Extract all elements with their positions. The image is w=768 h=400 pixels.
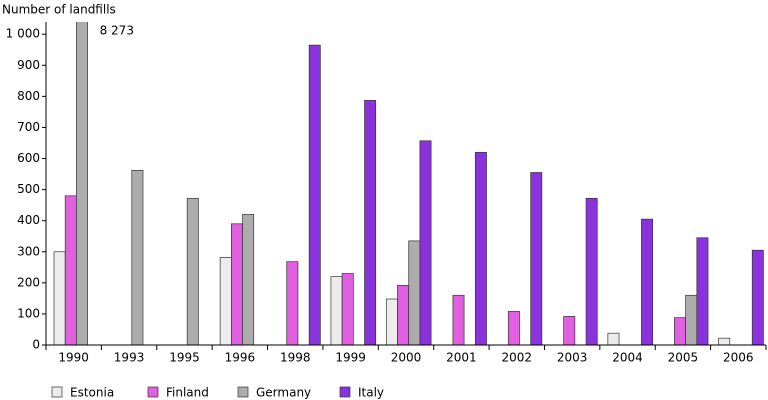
bar [364,100,377,346]
legend-swatch [237,386,249,398]
bar [53,251,66,346]
x-tick-label: 1998 [280,351,311,365]
y-tick-label: 400 [17,213,40,227]
bar [419,140,432,346]
bar [231,223,243,346]
x-tick-label: 1999 [335,351,366,365]
bar [685,294,698,346]
x-tick-label: 1995 [169,351,200,365]
bar [186,197,199,346]
x-tick-label: 1996 [225,351,256,365]
y-tick-label: 1 000 [6,27,40,41]
bar [474,151,487,346]
y-tick-label: 100 [17,306,40,320]
legend-label: Finland [166,386,209,400]
bar [341,273,354,346]
x-tick-label: 2002 [501,351,532,365]
x-tick-label: 1990 [58,351,89,365]
bars [53,22,764,346]
y-tick-label: 600 [17,151,40,165]
bar [563,316,576,346]
x-tick-label: 2003 [557,351,588,365]
y-tick-label: 500 [17,182,40,196]
bar [242,214,255,346]
bar [64,195,77,346]
value-label: 8 273 [100,24,134,38]
bar [385,298,398,346]
bar [674,317,686,346]
y-tick-label: 300 [17,244,40,258]
bar [718,337,731,346]
y-tick-label: 0 [32,338,40,352]
bar [751,249,764,346]
bar [641,218,653,346]
bar [408,240,421,346]
bar [696,237,709,346]
bar [607,332,620,346]
legend-label: Estonia [70,386,114,400]
bar [530,172,543,346]
x-tick-label: 1993 [114,351,145,365]
bar [308,44,321,346]
legend-swatch [147,386,159,398]
bar [286,261,299,346]
x-tick-label: 2000 [391,351,422,365]
bar [76,22,88,346]
x-tick-label: 2001 [446,351,477,365]
legend-label: Italy [358,386,384,400]
legend-label: Germany [256,386,311,400]
legend-swatch [51,386,63,398]
legend-swatch [339,386,351,398]
y-tick-label: 800 [17,89,40,103]
y-tick-label: 200 [17,275,40,289]
x-tick-label: 2006 [723,351,754,365]
bar [397,284,410,346]
y-axis-title: Number of landfills [2,3,116,17]
bar [507,311,520,346]
bar [452,294,465,346]
y-tick-label: 700 [17,120,40,134]
bar [330,276,343,346]
bar [585,197,598,346]
x-tick-label: 2005 [668,351,699,365]
y-tick-label: 900 [17,58,40,72]
x-tick-label: 2004 [612,351,643,365]
bar [131,169,144,346]
bar [219,257,232,346]
